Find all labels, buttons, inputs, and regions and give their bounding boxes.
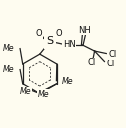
Text: Cl: Cl [107, 60, 115, 68]
Text: O: O [56, 29, 62, 38]
Text: Cl: Cl [87, 58, 96, 67]
Text: HN: HN [63, 40, 76, 49]
Text: Me: Me [38, 90, 49, 99]
Text: O: O [36, 29, 42, 38]
Text: Me: Me [2, 65, 14, 74]
Text: Cl: Cl [109, 50, 117, 59]
Text: Me: Me [20, 87, 31, 96]
Text: Me: Me [61, 77, 73, 86]
Text: S: S [47, 36, 54, 46]
Text: NH: NH [78, 26, 91, 35]
Text: Me: Me [2, 44, 14, 53]
